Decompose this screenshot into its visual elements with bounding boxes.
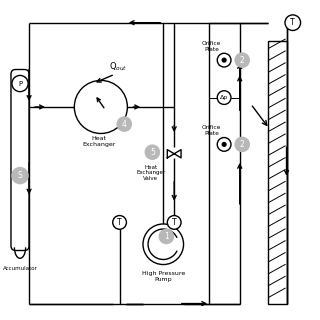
Circle shape bbox=[235, 137, 250, 152]
Circle shape bbox=[285, 15, 300, 30]
Circle shape bbox=[116, 116, 132, 132]
Circle shape bbox=[113, 216, 126, 229]
Text: 2: 2 bbox=[240, 140, 244, 149]
Circle shape bbox=[222, 58, 226, 62]
Bar bbox=[268, 41, 286, 304]
Text: High Pressure
Pump: High Pressure Pump bbox=[142, 271, 185, 282]
Text: P: P bbox=[18, 81, 22, 86]
Circle shape bbox=[222, 142, 226, 146]
FancyBboxPatch shape bbox=[11, 69, 29, 251]
Circle shape bbox=[167, 216, 181, 229]
Text: Q$_{out}$: Q$_{out}$ bbox=[109, 60, 127, 73]
Text: Orifice
Plate: Orifice Plate bbox=[202, 125, 221, 136]
Circle shape bbox=[145, 144, 160, 160]
Circle shape bbox=[217, 53, 231, 67]
Text: 5: 5 bbox=[150, 148, 155, 157]
Text: T: T bbox=[117, 218, 122, 227]
Circle shape bbox=[11, 167, 29, 184]
Text: Heat
Exchanger: Heat Exchanger bbox=[83, 136, 116, 147]
Circle shape bbox=[235, 52, 250, 68]
Text: S: S bbox=[18, 171, 22, 180]
Text: T: T bbox=[291, 18, 295, 27]
Text: Accumulator: Accumulator bbox=[3, 266, 37, 271]
Circle shape bbox=[217, 138, 231, 151]
Text: 1: 1 bbox=[164, 232, 169, 241]
Circle shape bbox=[74, 80, 127, 133]
Circle shape bbox=[217, 91, 231, 104]
Text: T: T bbox=[172, 218, 177, 227]
Text: 4: 4 bbox=[122, 120, 127, 129]
Circle shape bbox=[143, 224, 184, 265]
Text: 2: 2 bbox=[240, 56, 244, 65]
Circle shape bbox=[159, 229, 174, 244]
Text: Orifice
Plate: Orifice Plate bbox=[202, 41, 221, 52]
Text: Heat
Exchanger
Valve: Heat Exchanger Valve bbox=[136, 165, 165, 181]
Circle shape bbox=[12, 76, 28, 92]
Text: Δp: Δp bbox=[220, 95, 228, 100]
